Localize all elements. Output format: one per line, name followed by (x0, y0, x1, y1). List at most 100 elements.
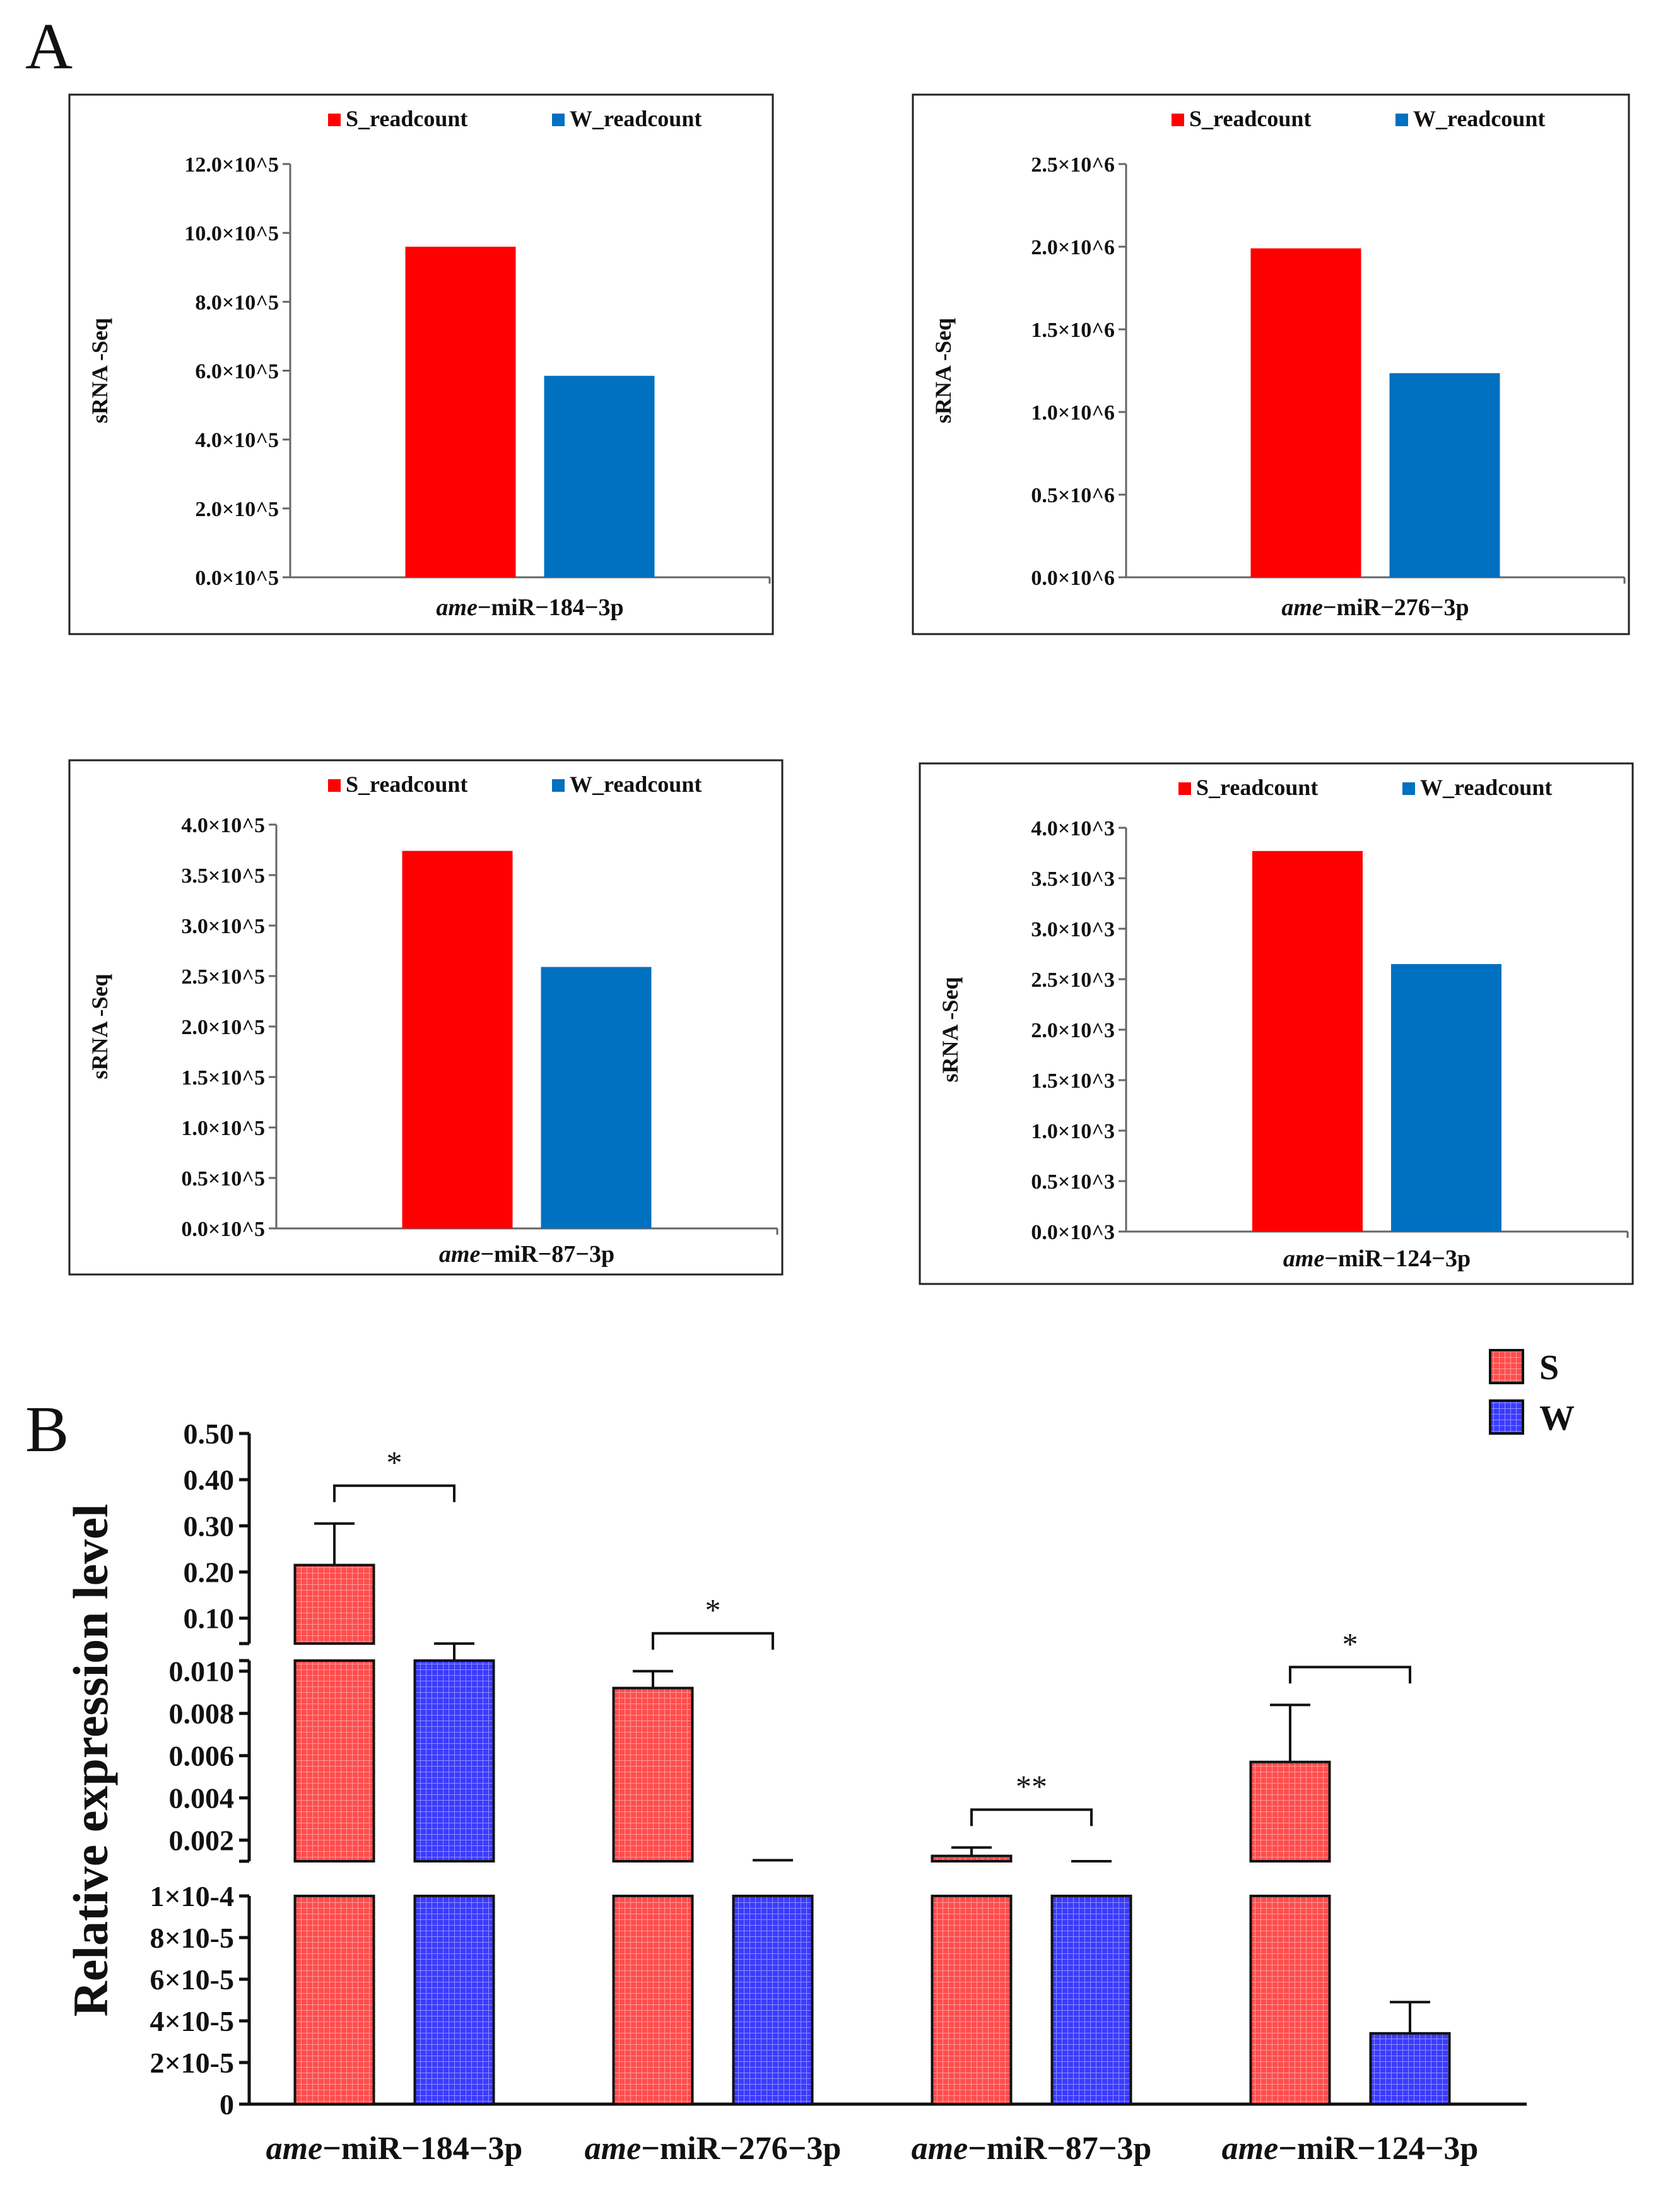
bar-w-segment (413, 1895, 495, 2105)
legend-swatch-w (1489, 1399, 1524, 1435)
x-label-rest: −miR−87−3p (480, 1241, 614, 1268)
y-tick-label: 8.0×10^5 (195, 291, 279, 314)
y-tick-label: 0.0×10^5 (195, 567, 279, 590)
category-rest: −miR−87−3p (968, 2131, 1151, 2167)
y-tick-label: 2.5×10^3 (1031, 968, 1115, 992)
y-tick-label: 0.008 (169, 1698, 235, 1730)
panel-b-qpcr-chart: 0 2×10-5 4×10-5 6×10-5 8×10-5 1×10-4 0.002 0.00… (63, 1348, 1575, 2167)
legend-swatch-w-readcount (1395, 114, 1408, 126)
y-tick-label: 1×10-4 (150, 1880, 234, 1912)
y-tick-label: 0.0×10^3 (1031, 1221, 1115, 1244)
legend-label: S_readcount (346, 772, 467, 797)
y-tick-label: 0.40 (184, 1464, 235, 1496)
legend-swatch-w-readcount (552, 779, 565, 792)
bar-s-readcount (1250, 248, 1361, 577)
category-italic: ame (266, 2131, 323, 2167)
bar-s-segment (1249, 1895, 1331, 2105)
y-tick-label: 0.30 (184, 1510, 235, 1542)
readcount-chart-2: S_readcount W_readcount 0.0×10^6 0.5×10^6 1.… (912, 93, 1630, 635)
y-tick-label: 3.5×10^3 (1031, 868, 1115, 891)
y-tick-label: 3.0×10^5 (181, 915, 265, 938)
x-label-rest: −miR−124−3p (1324, 1245, 1471, 1272)
legend-swatch-s-readcount (328, 779, 341, 792)
readcount-chart-4: S_readcount W_readcount 0.0×10^3 0.5×10^3 1.… (919, 762, 1634, 1285)
legend-label: S (1539, 1348, 1559, 1387)
bar-s-readcount (402, 850, 513, 1228)
category-rest: −miR−124−3p (1278, 2131, 1478, 2167)
legend-label: S_readcount (1189, 106, 1311, 131)
significance-marker: * (1342, 1626, 1358, 1661)
panel-a-readcount-charts: S_readcount W_readcount 0.0×10^5 2.0×10^5 4.… (68, 93, 1634, 1285)
y-tick-label: 0.0×10^6 (1031, 567, 1115, 590)
y-tick-label: 2.0×10^5 (181, 1016, 265, 1039)
significance-marker: ** (1016, 1768, 1047, 1804)
y-tick-label: 3.5×10^5 (181, 864, 265, 888)
x-axis-label: ame−miR−276−3p (1281, 594, 1469, 621)
legend-label: S_readcount (346, 106, 467, 131)
legend-swatch-s-readcount (1178, 782, 1191, 795)
x-category-label: ame−miR−184−3p (266, 2131, 523, 2167)
x-category-label: ame−miR−124−3p (1222, 2131, 1479, 2167)
y-tick-label: 0.5×10^3 (1031, 1170, 1115, 1194)
y-tick-label: 12.0×10^5 (184, 153, 279, 177)
bar-s-segment (612, 1895, 694, 2105)
x-category-label: ame−miR−87−3p (912, 2131, 1152, 2167)
x-category-label: ame−miR−276−3p (585, 2131, 842, 2167)
y-tick-label: 2×10-5 (150, 2047, 234, 2079)
y-tick-label: 2.0×10^5 (195, 498, 279, 521)
category-italic: ame (912, 2131, 968, 2167)
panel-label-a: A (25, 10, 73, 83)
legend-label: W_readcount (1420, 775, 1552, 800)
y-tick-label: 0.5×10^6 (1031, 484, 1115, 507)
y-tick-label: 6×10-5 (150, 1963, 234, 1996)
y-tick-label: 0.10 (184, 1603, 235, 1635)
y-axis-label: sRNA -Seq (937, 977, 963, 1082)
x-label-italic: ame (436, 594, 478, 621)
bar-w-segment (413, 1659, 495, 1863)
legend-swatch-w-readcount (552, 114, 565, 126)
y-tick-label: 1.5×10^3 (1031, 1069, 1115, 1093)
y-tick-label: 3.0×10^3 (1031, 918, 1115, 941)
legend-swatch-w-readcount (1402, 782, 1415, 795)
y-axis-label: sRNA -Seq (87, 974, 112, 1079)
legend-swatch-s (1489, 1349, 1524, 1384)
legend-label: W (1539, 1399, 1575, 1438)
bar-s-segment (612, 1686, 694, 1863)
x-label-rest: −miR−276−3p (1323, 594, 1469, 621)
y-tick-label: 0.010 (169, 1656, 235, 1688)
y-tick-label: 0.004 (169, 1782, 235, 1815)
readcount-chart-1: S_readcount W_readcount 0.0×10^5 2.0×10^5 4.… (68, 93, 774, 635)
y-tick-label: 0.50 (184, 1418, 235, 1450)
y-tick-label: 2.5×10^5 (181, 965, 265, 989)
y-axis-label: sRNA -Seq (87, 318, 112, 423)
bar-s-segment (293, 1563, 375, 1645)
y-tick-label: 6.0×10^5 (195, 360, 279, 384)
bar-w-readcount (541, 967, 652, 1228)
y-tick-label: 4.0×10^3 (1031, 817, 1115, 840)
x-label-rest: −miR−184−3p (478, 594, 624, 621)
significance-marker: * (705, 1592, 721, 1628)
significance-bracket (970, 1808, 1093, 1827)
category-italic: ame (1222, 2131, 1279, 2167)
bar-s-segment (293, 1659, 375, 1863)
significance-bracket (1289, 1666, 1411, 1684)
x-axis-label: ame−miR−87−3p (439, 1241, 614, 1268)
y-tick-label: 1.5×10^5 (181, 1066, 265, 1090)
readcount-chart-3: S_readcount W_readcount 0.0×10^5 0.5×10^5 1.… (68, 759, 784, 1276)
legend-label: W_readcount (570, 106, 702, 131)
y-tick-label: 1.0×10^6 (1031, 401, 1115, 425)
bar-s-segment (1249, 1760, 1331, 1863)
y-tick-label: 2.0×10^6 (1031, 236, 1115, 259)
bar-s-segment (293, 1895, 375, 2105)
y-tick-label: 1.5×10^6 (1031, 319, 1115, 342)
bar-w-segment (732, 1895, 814, 2105)
y-tick-label: 8×10-5 (150, 1922, 234, 1954)
legend-label: W_readcount (570, 772, 702, 797)
significance-bracket (652, 1632, 774, 1650)
x-label-italic: ame (439, 1241, 481, 1268)
bar-w-readcount (1391, 964, 1501, 1232)
y-axis-label: Relative expression level (63, 1504, 118, 2016)
x-axis-label: ame−miR−124−3p (1283, 1245, 1471, 1272)
category-rest: −miR−184−3p (322, 2131, 522, 2167)
